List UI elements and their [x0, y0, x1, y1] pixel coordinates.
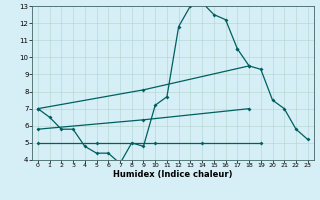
X-axis label: Humidex (Indice chaleur): Humidex (Indice chaleur) [113, 170, 233, 179]
